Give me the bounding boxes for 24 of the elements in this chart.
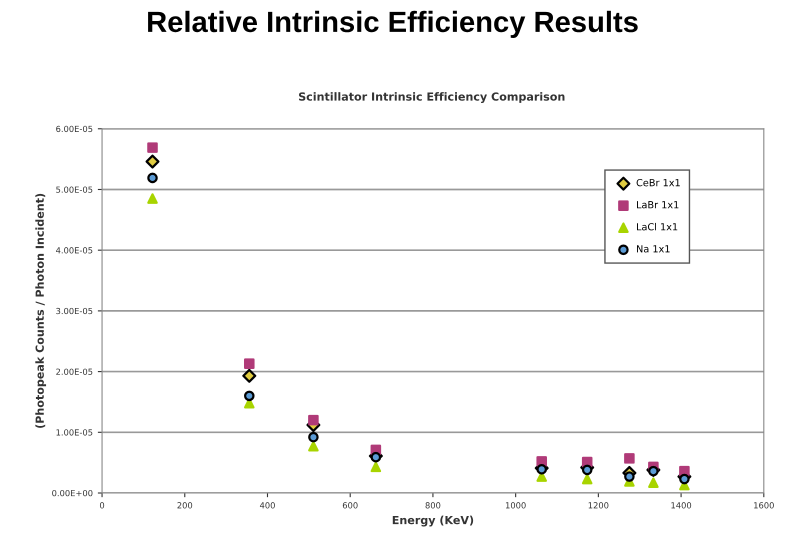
x-tick-label: 1600 xyxy=(754,502,774,508)
x-tick-label: 1000 xyxy=(506,502,526,508)
y-tick-label: 4.00E-05 xyxy=(56,247,92,254)
y-tick-label: 6.00E-05 xyxy=(56,126,92,132)
y-axis-title: (Photopeak Counts / Photon Incident) xyxy=(35,194,46,428)
chart-title: Relative Intrinsic Efficiency Results xyxy=(148,10,638,38)
x-tick-label: 400 xyxy=(260,502,275,508)
x-tick-label: 200 xyxy=(177,502,192,508)
x-tick-label: 600 xyxy=(342,502,358,508)
x-tick-label: 800 xyxy=(426,502,440,508)
legend-label: LaBr 1x1 xyxy=(637,201,678,208)
x-tick-label: 1200 xyxy=(588,502,608,508)
x-tick-label: 0 xyxy=(100,502,104,508)
x-axis-title: Energy (KeV) xyxy=(392,516,474,526)
y-tick-label: 3.00E-05 xyxy=(56,308,92,314)
y-tick-label: 1.00E-05 xyxy=(56,429,92,436)
x-tick-label: 1400 xyxy=(671,502,692,508)
legend-label: CeBr 1x1 xyxy=(636,178,680,186)
y-tick-label: 0.00E+00 xyxy=(52,490,92,496)
y-tick-label: 2.00E-05 xyxy=(56,368,92,375)
legend-label: LaCl 1x1 xyxy=(637,222,678,230)
y-tick-label: 5.00E-05 xyxy=(56,186,92,193)
chart-subtitle: Scintillator Intrinsic Efficiency Comparison xyxy=(298,92,564,103)
legend-label: Na 1x1 xyxy=(637,245,670,252)
